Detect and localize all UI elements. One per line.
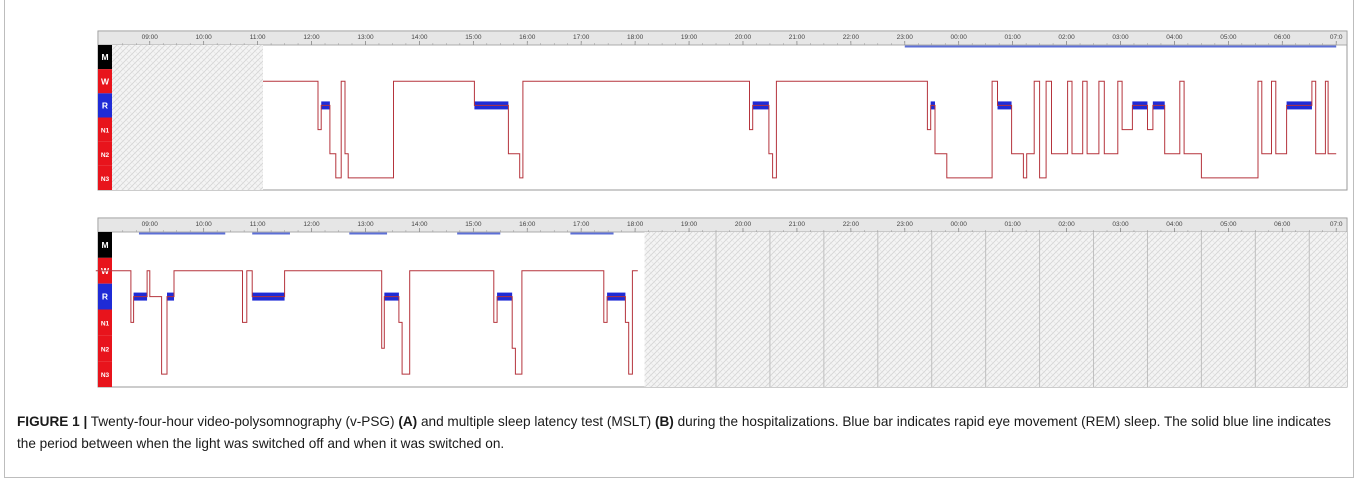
hypnogram-figure: 09:00 10:00 11:00 12:00 13:00 14:00 15:00 16:00… [95, 30, 1348, 388]
caption-label-b: (B) [654, 414, 674, 429]
time-axis-strip [97, 30, 1348, 46]
stage-label-box [98, 335, 112, 362]
stage-label-box [98, 165, 112, 190]
x-tick-label: 00:00 [951, 221, 968, 228]
caption-part-1: Twenty-four-hour video-polysomnography (… [87, 414, 399, 429]
panel-a: 09:00 10:00 11:00 12:00 13:00 14:00 15:00 16:00… [97, 30, 1348, 191]
stage-label: M [101, 240, 108, 250]
x-tick-label: 05:00 [1220, 221, 1237, 228]
hypnogram-line [263, 80, 1337, 179]
x-tick-label: 02:00 [1058, 221, 1075, 228]
x-tick-label: 19:00 [681, 34, 698, 41]
x-tick-label: 01:00 [1004, 34, 1021, 41]
x-tick-label: 07:0 [1330, 34, 1343, 41]
x-tick-label: 14:00 [411, 34, 428, 41]
x-tick-label: 23:00 [897, 221, 914, 228]
stage-label: N3 [101, 372, 110, 379]
figure-frame [4, 0, 1354, 478]
x-tick-label: 09:00 [142, 34, 159, 41]
x-tick-label: 11:00 [250, 221, 266, 228]
x-tick-label: 22:00 [843, 221, 860, 228]
stage-label-box [98, 309, 112, 336]
time-axis-strip [97, 217, 1348, 233]
plot-border [97, 30, 1348, 191]
x-tick-label: 04:00 [1166, 34, 1183, 41]
stage-label: R [102, 100, 108, 110]
x-tick-label: 17:00 [573, 221, 590, 228]
x-tick-label: 12:00 [303, 221, 320, 228]
stage-label: N2 [101, 346, 110, 353]
x-tick-label: 15:00 [465, 34, 482, 41]
stage-label-box [98, 117, 112, 142]
x-tick-label: 20:00 [735, 221, 752, 228]
x-tick-label: 03:00 [1112, 34, 1129, 41]
x-tick-label: 16:00 [519, 34, 536, 41]
x-tick-label: 12:00 [303, 34, 320, 41]
stage-label-box [98, 232, 112, 258]
x-tick-label: 04:00 [1166, 221, 1183, 228]
x-tick-label: 20:00 [735, 34, 752, 41]
x-tick-label: 10:00 [196, 34, 213, 41]
figure-label: FIGURE 1 | [17, 414, 88, 429]
stage-label-box [98, 361, 112, 387]
x-tick-label: 06:00 [1274, 34, 1291, 41]
x-tick-label: 02:00 [1058, 34, 1075, 41]
caption-label-a: (A) [398, 414, 418, 429]
stage-label-box [98, 93, 112, 118]
x-tick-label: 07:0 [1330, 221, 1343, 228]
stage-label-box [98, 45, 112, 70]
panel-b: 09:00 10:00 11:00 12:00 13:00 14:00 15:00 16:00… [95, 217, 1348, 388]
caption-part-2: and multiple sleep latency test (MSLT) [417, 414, 655, 429]
stage-label-box [98, 283, 112, 310]
x-tick-label: 10:00 [196, 221, 213, 228]
x-tick-label: 21:00 [789, 34, 806, 41]
x-tick-label: 17:00 [573, 34, 590, 41]
x-tick-label: 11:00 [250, 34, 266, 41]
x-tick-label: 03:00 [1112, 221, 1129, 228]
x-tick-label: 22:00 [843, 34, 860, 41]
no-recording-region [644, 232, 1347, 387]
stage-label-box [98, 69, 112, 94]
x-tick-label: 18:00 [627, 34, 644, 41]
x-tick-label: 09:00 [142, 221, 159, 228]
stage-label: N2 [101, 152, 110, 159]
x-tick-label: 13:00 [357, 221, 374, 228]
stage-label: R [102, 292, 108, 302]
x-tick-label: 06:00 [1274, 221, 1291, 228]
x-tick-label: 13:00 [357, 34, 374, 41]
x-tick-label: 14:00 [411, 221, 428, 228]
stage-label: M [101, 52, 108, 62]
stage-label: W [101, 76, 110, 86]
x-tick-label: 19:00 [681, 221, 698, 228]
x-tick-label: 05:00 [1220, 34, 1237, 41]
stage-label: N1 [101, 128, 110, 135]
figure-caption: FIGURE 1 | Twenty-four-hour video-polyso… [17, 411, 1342, 455]
stage-label: N3 [101, 176, 110, 183]
stage-label-box [98, 141, 112, 166]
no-recording-region [112, 45, 264, 190]
x-tick-label: 18:00 [627, 221, 644, 228]
x-tick-label: 16:00 [519, 221, 536, 228]
x-tick-label: 15:00 [465, 221, 482, 228]
x-tick-label: 00:00 [951, 34, 968, 41]
x-tick-label: 01:00 [1004, 221, 1021, 228]
x-tick-label: 21:00 [789, 221, 806, 228]
x-tick-label: 23:00 [897, 34, 914, 41]
stage-label: N1 [101, 320, 110, 327]
caption-part-3: during the hospitalizations. Blue bar in… [17, 414, 1331, 451]
hypnogram-line [95, 270, 638, 375]
